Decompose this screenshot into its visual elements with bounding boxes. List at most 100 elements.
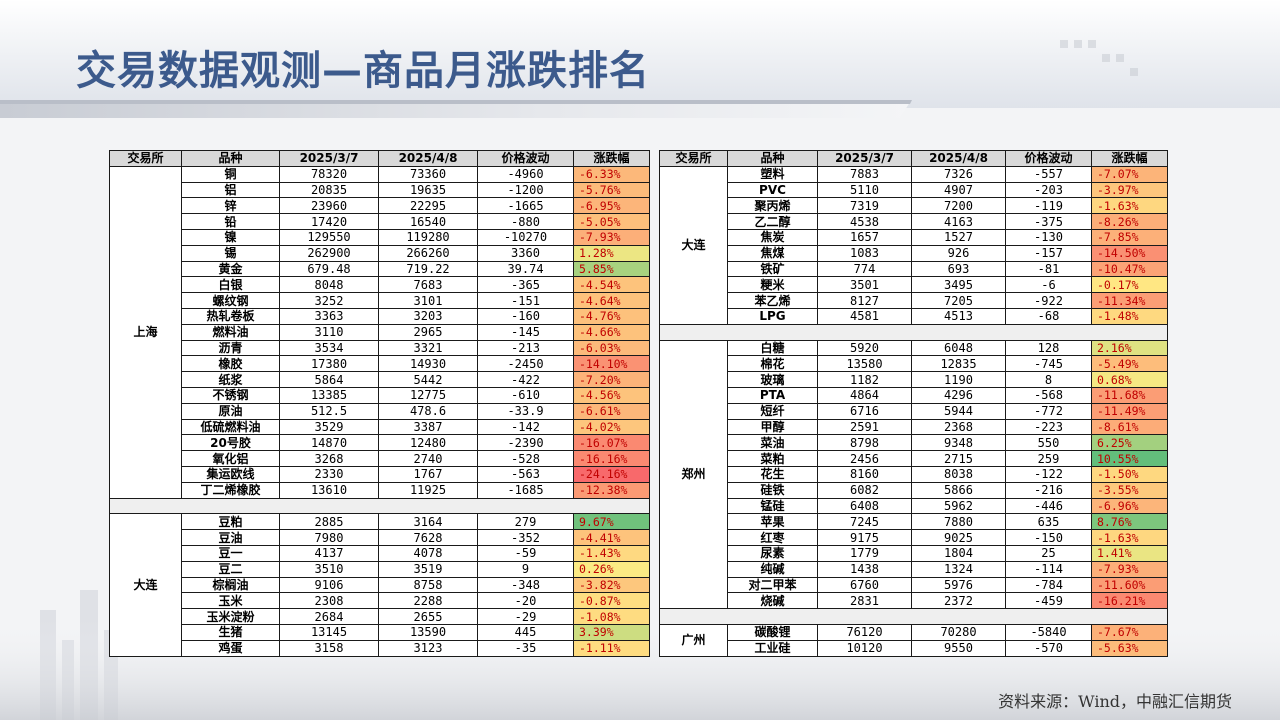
- pct-change-cell: -5.63%: [1091, 639, 1168, 657]
- start-price-cell: 7883: [817, 165, 912, 183]
- price-change-cell: 259: [1005, 450, 1092, 467]
- table-row: 玉米 2308 2288 -20 -0.87%: [110, 592, 650, 610]
- variety-cell: 豆粕: [181, 513, 280, 531]
- price-change-cell: -568: [1005, 386, 1092, 404]
- start-price-cell: 78320: [279, 165, 379, 183]
- variety-cell: 焦煤: [727, 244, 818, 262]
- pct-change-cell: -1.63%: [1091, 197, 1168, 215]
- end-price-cell: 3123: [378, 639, 478, 657]
- price-change-cell: -33.9: [477, 402, 574, 420]
- start-price-cell: 5110: [817, 181, 912, 199]
- table-row: 镍 129550 119280 -10270 -7.93%: [110, 228, 650, 246]
- start-price-cell: 1083: [817, 244, 912, 262]
- pct-change-cell: -0.17%: [1091, 276, 1168, 294]
- table-row: 丁二烯橡胶 13610 11925 -1685 -12.38%: [110, 481, 650, 499]
- start-price-cell: 4538: [817, 213, 912, 230]
- end-price-cell: 1190: [911, 371, 1006, 388]
- table-row: 菜粕 2456 2715 259 10.55%: [660, 450, 1168, 467]
- price-change-cell: -150: [1005, 529, 1092, 546]
- end-price-cell: 73360: [378, 165, 478, 183]
- variety-cell: 苯乙烯: [727, 292, 818, 309]
- start-price-cell: 3363: [279, 307, 379, 325]
- table-row: 红枣 9175 9025 -150 -1.63%: [660, 529, 1168, 546]
- header-price-change: 价格波动: [1005, 150, 1092, 167]
- price-change-cell: -81: [1005, 260, 1092, 278]
- variety-cell: 白银: [181, 276, 280, 294]
- pct-change-cell: -7.85%: [1091, 228, 1168, 246]
- pct-change-cell: 8.76%: [1091, 513, 1168, 531]
- end-price-cell: 5866: [911, 481, 1006, 499]
- pct-change-cell: -11.49%: [1091, 402, 1168, 420]
- variety-cell: 铝: [181, 181, 280, 199]
- start-price-cell: 4864: [817, 386, 912, 404]
- table-row: 焦煤 1083 926 -157 -14.50%: [660, 244, 1168, 262]
- pct-change-cell: -14.50%: [1091, 244, 1168, 262]
- end-price-cell: 12480: [378, 434, 478, 452]
- start-price-cell: 2456: [817, 450, 912, 467]
- table-row: 锡 262900 266260 3360 1.28%: [110, 244, 650, 262]
- end-price-cell: 7205: [911, 292, 1006, 309]
- end-price-cell: 9550: [911, 639, 1006, 657]
- pct-change-cell: -3.97%: [1091, 181, 1168, 199]
- source-note: 资料来源：Wind，中融汇信期货: [998, 692, 1232, 711]
- pct-change-cell: 5.85%: [573, 260, 650, 278]
- price-change-cell: -375: [1005, 213, 1092, 230]
- end-price-cell: 11925: [378, 481, 478, 499]
- price-change-cell: -745: [1005, 355, 1092, 373]
- price-change-cell: -29: [477, 608, 574, 625]
- pct-change-cell: -1.43%: [573, 544, 650, 562]
- pct-change-cell: -8.61%: [1091, 418, 1168, 436]
- start-price-cell: 1182: [817, 371, 912, 388]
- pct-change-cell: -1.08%: [573, 608, 650, 625]
- variety-cell: 菜油: [727, 434, 818, 452]
- variety-cell: 碳酸锂: [727, 623, 818, 641]
- pct-change-cell: -6.03%: [573, 339, 650, 357]
- end-price-cell: 12835: [911, 355, 1006, 373]
- price-change-cell: 25: [1005, 544, 1092, 562]
- end-price-cell: 3203: [378, 307, 478, 325]
- start-price-cell: 1438: [817, 560, 912, 578]
- variety-cell: 白糖: [727, 339, 818, 357]
- variety-cell: 豆二: [181, 560, 280, 578]
- pct-change-cell: 6.25%: [1091, 434, 1168, 452]
- separator-cell: [659, 608, 1168, 625]
- price-change-cell: -772: [1005, 402, 1092, 420]
- end-price-cell: 4163: [911, 213, 1006, 230]
- pct-change-cell: -16.16%: [573, 450, 650, 467]
- end-price-cell: 1767: [378, 465, 478, 483]
- end-price-cell: 2965: [378, 323, 478, 341]
- variety-cell: 玉米淀粉: [181, 608, 280, 625]
- price-change-cell: -557: [1005, 165, 1092, 183]
- pct-change-cell: -7.93%: [1091, 560, 1168, 578]
- table-row: 纸浆 5864 5442 -422 -7.20%: [110, 371, 650, 388]
- variety-cell: 乙二醇: [727, 213, 818, 230]
- pct-change-cell: -6.95%: [573, 197, 650, 215]
- table-row: 氧化铝 3268 2740 -528 -16.16%: [110, 450, 650, 467]
- price-change-cell: -35: [477, 639, 574, 657]
- start-price-cell: 3110: [279, 323, 379, 341]
- start-price-cell: 2308: [279, 592, 379, 610]
- table-row: 热轧卷板 3363 3203 -160 -4.76%: [110, 307, 650, 325]
- variety-cell: 氧化铝: [181, 450, 280, 467]
- start-price-cell: 774: [817, 260, 912, 278]
- end-price-cell: 8038: [911, 465, 1006, 483]
- pct-change-cell: -16.07%: [573, 434, 650, 452]
- price-change-cell: -157: [1005, 244, 1092, 262]
- start-price-cell: 7980: [279, 529, 379, 546]
- pct-change-cell: 0.68%: [1091, 371, 1168, 388]
- table-row: 苹果 7245 7880 635 8.76%: [660, 513, 1168, 531]
- start-price-cell: 7319: [817, 197, 912, 215]
- table-row: LPG 4581 4513 -68 -1.48%: [660, 307, 1168, 325]
- variety-cell: LPG: [727, 307, 818, 325]
- start-price-cell: 4581: [817, 307, 912, 325]
- table-row: 硅铁 6082 5866 -216 -3.55%: [660, 481, 1168, 499]
- table-row: 大连 塑料 7883 7326 -557 -7.07%: [659, 165, 1168, 325]
- price-change-cell: -4960: [477, 165, 574, 183]
- end-price-cell: 693: [911, 260, 1006, 278]
- start-price-cell: 17420: [279, 213, 379, 230]
- start-price-cell: 6408: [817, 497, 912, 515]
- pct-change-cell: -24.16%: [573, 465, 650, 483]
- price-change-cell: -10270: [477, 228, 574, 246]
- pct-change-cell: -11.34%: [1091, 292, 1168, 309]
- start-price-cell: 6716: [817, 402, 912, 420]
